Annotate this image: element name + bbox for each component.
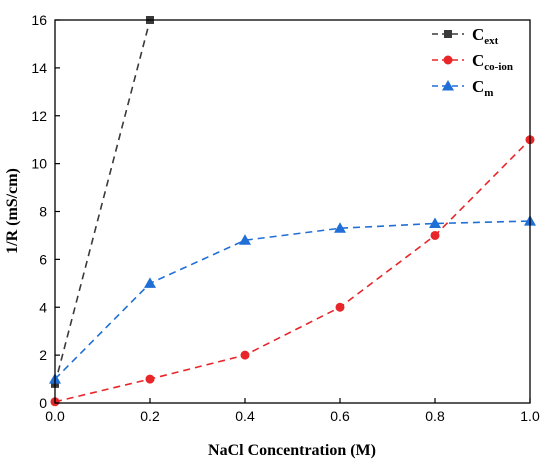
y-tick-label: 0	[39, 395, 47, 411]
series-m-point	[334, 222, 346, 233]
series-m-point	[239, 234, 251, 245]
legend-label-subscript: ext	[484, 35, 498, 47]
series-co-ion-point	[240, 350, 250, 360]
series-m-point	[144, 277, 156, 288]
series-layer	[49, 16, 536, 407]
axis-layer: 0.0 0.2 0.4 0.6 0.8 1.0 0 2 4 6 8 10 12 14 16	[31, 12, 540, 424]
series-co-ion-point	[145, 374, 155, 384]
legend-label: Cm	[472, 77, 493, 99]
y-tick-label: 14	[31, 60, 47, 76]
x-tick-label: 0.6	[330, 408, 350, 424]
x-tick-label: 0.8	[425, 408, 445, 424]
series-co-ion-line	[54, 139, 531, 403]
y-tick-label: 8	[39, 204, 47, 220]
series-m-point	[429, 217, 441, 228]
series-ext-line	[54, 19, 151, 385]
legend-swatch-marker	[443, 55, 453, 65]
legend-item-m: Cm	[432, 77, 493, 99]
y-tick-label: 10	[31, 156, 47, 172]
y-tick-label: 6	[39, 251, 47, 267]
legend-swatch-marker	[444, 30, 452, 38]
y-axis-title: 1/R (mS/cm)	[4, 168, 21, 254]
legend: Cext Cco-ion Cm	[432, 25, 513, 99]
y-tick-label: 2	[39, 347, 47, 363]
series-m-line	[54, 220, 531, 380]
y-tick-label: 16	[31, 12, 47, 28]
x-axis-title: NaCl Concentration (M)	[208, 442, 376, 459]
x-tick-label: 0.0	[45, 408, 65, 424]
y-tick-label: 12	[31, 108, 47, 124]
legend-label: Cext	[472, 25, 499, 47]
legend-item-co-ion: Cco-ion	[432, 51, 513, 73]
series-m	[49, 215, 536, 384]
x-tick-label: 0.2	[140, 408, 160, 424]
series-co-ion-point	[430, 230, 440, 240]
legend-label: Cco-ion	[472, 51, 513, 73]
series-co-ion	[50, 135, 535, 407]
y-tick-label: 4	[39, 299, 47, 315]
plot-frame	[54, 19, 531, 404]
series-co-ion-point	[335, 302, 345, 312]
x-tick-label: 1.0	[520, 408, 540, 424]
legend-label-subscript: m	[484, 87, 493, 99]
x-tick-label: 0.4	[235, 408, 255, 424]
legend-item-ext: Cext	[432, 25, 499, 47]
legend-label-subscript: co-ion	[484, 61, 513, 73]
legend-swatch-marker	[442, 80, 454, 91]
